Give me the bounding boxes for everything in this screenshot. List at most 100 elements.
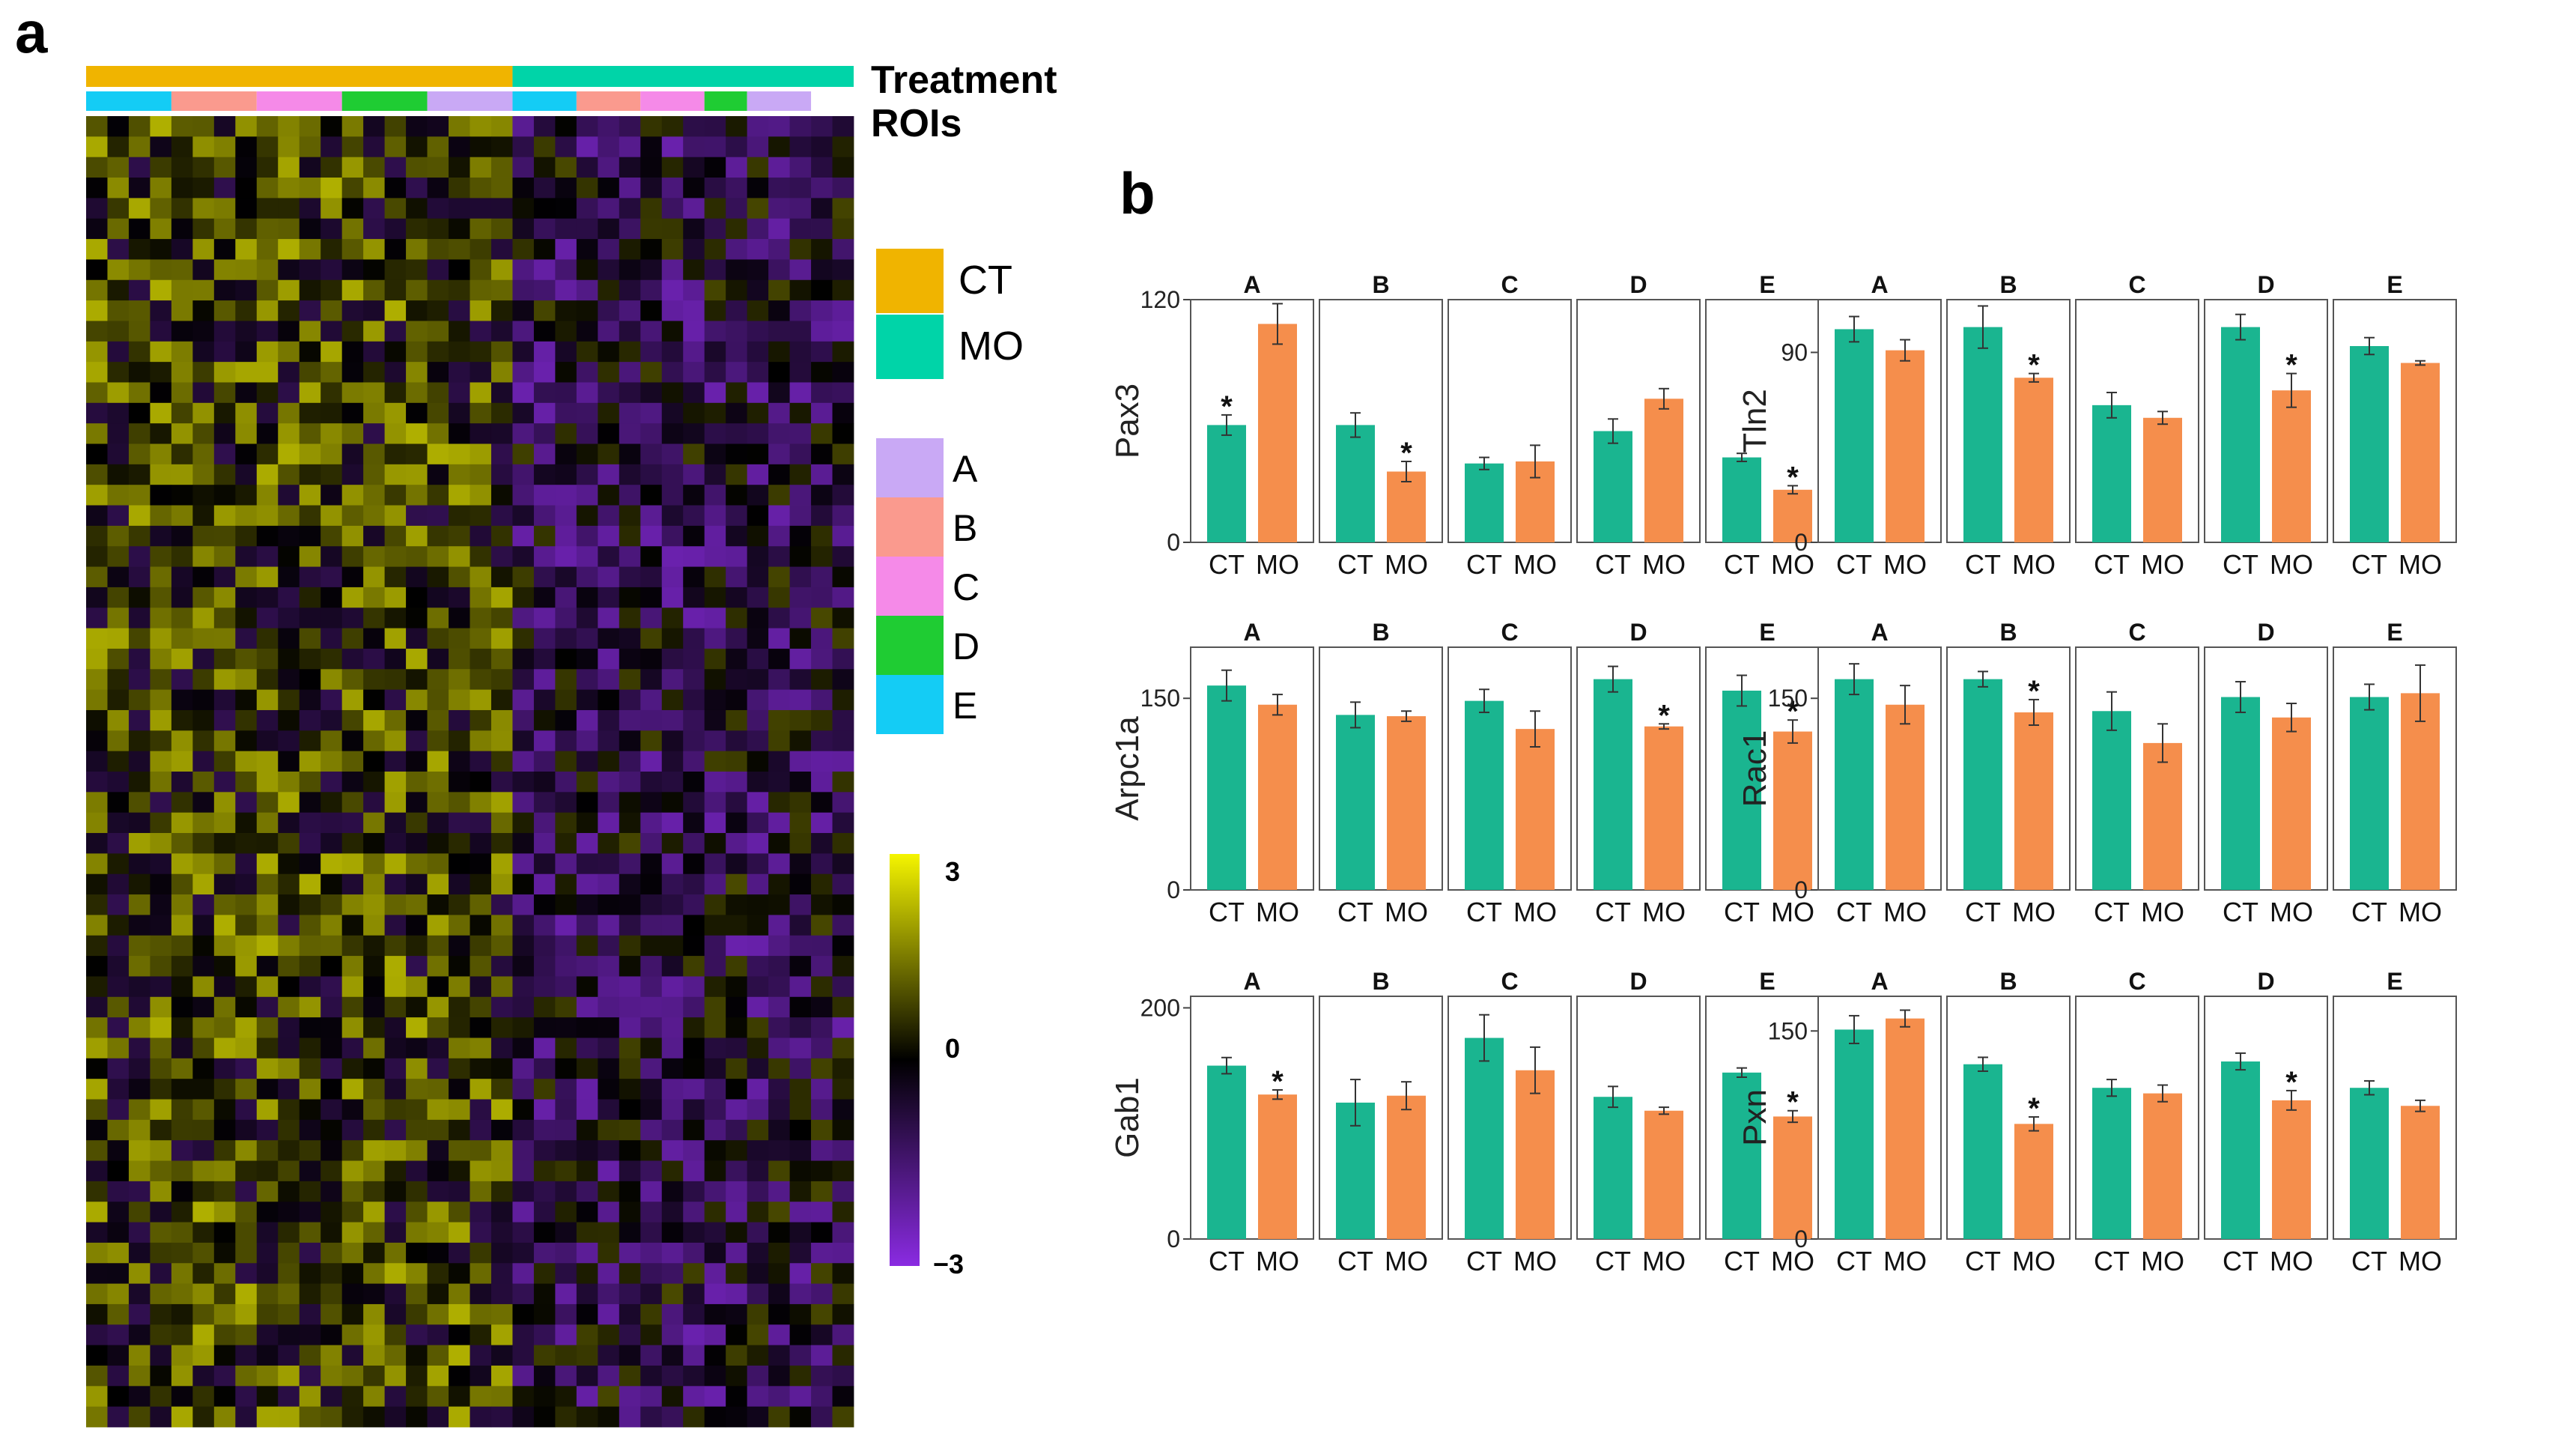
- heatmap-cell: [406, 853, 428, 875]
- facet-strip: [1191, 270, 1313, 298]
- heatmap-cell: [363, 1099, 386, 1121]
- heatmap-cell: [661, 136, 684, 158]
- heatmap-cell: [576, 873, 598, 895]
- heatmap-cell: [341, 1017, 364, 1038]
- facet-c: CCT MO: [2075, 270, 2199, 580]
- heatmap-cell: [811, 1140, 833, 1161]
- heatmap-cell: [449, 1386, 470, 1408]
- heatmap-cell: [384, 689, 407, 711]
- facet-e: ECT MO: [2333, 966, 2457, 1276]
- legend-swatch-roi-e: [876, 675, 944, 734]
- heatmap-cell: [490, 116, 513, 137]
- heatmap-cell: [598, 1242, 620, 1264]
- heatmap-cell: [150, 341, 172, 363]
- facet-strip: [1319, 966, 1442, 995]
- heatmap-cell: [150, 279, 172, 301]
- heatmap-cell: [490, 792, 513, 814]
- heatmap-cell: [640, 1181, 663, 1202]
- heatmap-cell: [321, 1037, 343, 1059]
- heatmap-cell: [555, 996, 577, 1018]
- heatmap-cell: [490, 628, 513, 649]
- heatmap-cell: [512, 1181, 535, 1202]
- heatmap-cell: [278, 935, 300, 957]
- heatmap-cell: [86, 751, 108, 772]
- heatmap-cell: [449, 1303, 470, 1325]
- heatmap-cell: [86, 1386, 108, 1408]
- heatmap-cell: [363, 1222, 386, 1243]
- heatmap-cell: [363, 853, 386, 875]
- heatmap-cell: [598, 1058, 620, 1079]
- heatmap-cell: [278, 1017, 300, 1038]
- heatmap-cell: [598, 423, 620, 444]
- heatmap-cell: [512, 648, 535, 670]
- heatmap-cell: [619, 669, 641, 691]
- heatmap-cell: [683, 935, 705, 957]
- heatmap-cell: [107, 689, 130, 711]
- heatmap-cell: [811, 709, 833, 731]
- x-tick-label: MO: [1771, 897, 1814, 927]
- heatmap-cell: [341, 423, 364, 444]
- heatmap-cell: [490, 833, 513, 854]
- heatmap-cell: [363, 525, 386, 547]
- heatmap-cell: [384, 239, 407, 260]
- heatmap-cell: [384, 730, 407, 752]
- heatmap-cell: [512, 587, 535, 608]
- heatmap-cell: [384, 1345, 407, 1366]
- heatmap-cell: [107, 423, 130, 444]
- heatmap-cell: [86, 239, 108, 260]
- bar-ct: [1835, 1029, 1874, 1239]
- heatmap-cell: [490, 443, 513, 465]
- heatmap-cell: [256, 1222, 279, 1243]
- heatmap-cell: [661, 1386, 684, 1408]
- heatmap-cell: [789, 198, 812, 219]
- heatmap-cell: [192, 730, 215, 752]
- heatmap-cell: [555, 1181, 577, 1202]
- bar-mo: [2401, 1106, 2440, 1239]
- heatmap-cell: [150, 1017, 172, 1038]
- heatmap-cell: [406, 833, 428, 854]
- heatmap-cell: [107, 709, 130, 731]
- heatmap-cell: [341, 730, 364, 752]
- heatmap-cell: [512, 996, 535, 1018]
- facet-a: ACT MO: [1817, 966, 1942, 1276]
- heatmap-cell: [256, 1345, 279, 1366]
- heatmap-cell: [449, 833, 470, 854]
- heatmap-cell: [171, 1181, 193, 1202]
- heatmap-cell: [299, 956, 321, 977]
- heatmap-cell: [406, 566, 428, 588]
- heatmap-cell: [256, 751, 279, 772]
- heatmap-cell: [278, 239, 300, 260]
- x-tick-label: CT: [2223, 1246, 2258, 1276]
- facet-strip: [1577, 270, 1700, 298]
- heatmap-cell: [704, 935, 726, 957]
- heatmap-cell: [235, 464, 258, 485]
- heatmap-cell: [747, 546, 769, 567]
- heatmap-cell: [533, 772, 556, 793]
- heatmap-cell: [107, 1037, 130, 1059]
- heatmap-cell: [598, 608, 620, 628]
- heatmap-cell: [363, 1202, 386, 1223]
- heatmap-cell: [171, 1222, 193, 1243]
- heatmap-cell: [321, 812, 343, 834]
- heatmap-cell: [598, 772, 620, 793]
- heatmap-cell: [640, 259, 663, 281]
- heatmap-cell: [256, 587, 279, 608]
- heatmap-cell: [512, 239, 535, 260]
- heatmap-cell: [811, 546, 833, 567]
- heatmap-cell: [555, 833, 577, 854]
- heatmap-cell: [321, 1303, 343, 1325]
- heatmap-cell: [299, 648, 321, 670]
- heatmap-cell: [811, 423, 833, 444]
- heatmap-cell: [598, 812, 620, 834]
- heatmap-cell: [427, 935, 449, 957]
- heatmap-cell: [576, 402, 598, 424]
- heatmap-cell: [341, 996, 364, 1018]
- heatmap-cell: [619, 198, 641, 219]
- heatmap-cell: [512, 464, 535, 485]
- heatmap-cell: [533, 1345, 556, 1366]
- heatmap-cell: [811, 1345, 833, 1366]
- heatmap-cell: [427, 259, 449, 281]
- heatmap-cell: [811, 1242, 833, 1264]
- heatmap-cell: [384, 362, 407, 383]
- heatmap-cell: [449, 1037, 470, 1059]
